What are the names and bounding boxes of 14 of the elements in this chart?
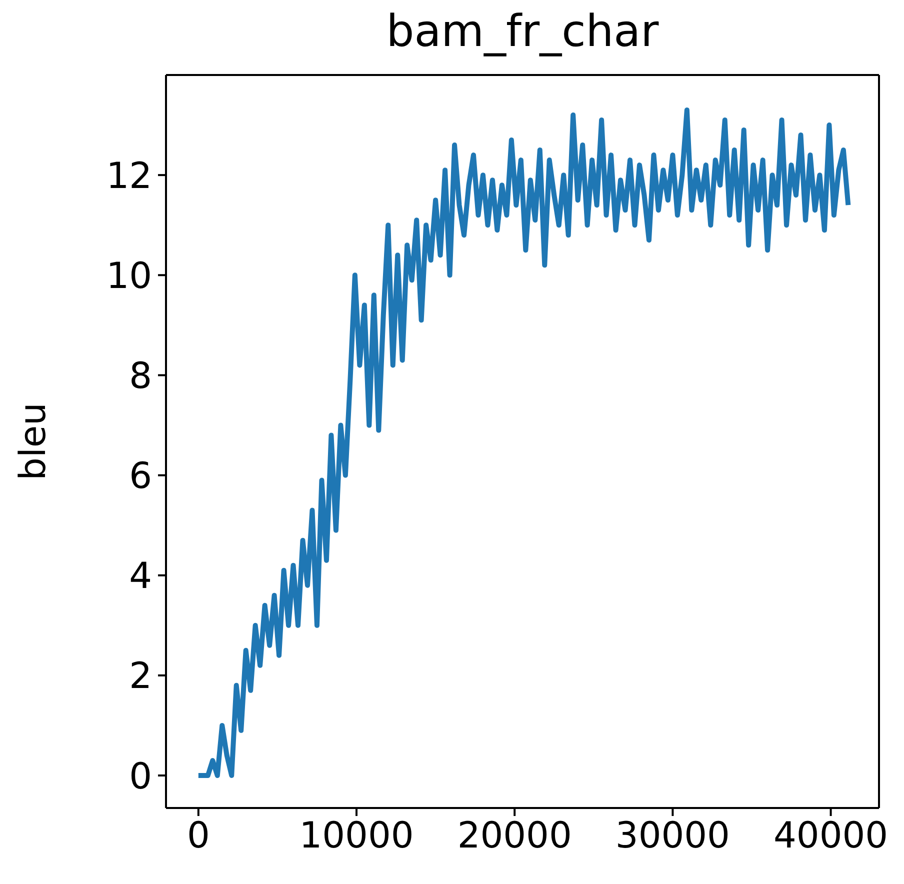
x-tick-label: 30000	[615, 816, 730, 857]
y-tick-label: 10	[106, 256, 152, 297]
x-tick-label: 10000	[299, 816, 414, 857]
y-tick-label: 6	[129, 456, 152, 498]
chart-title: bam_fr_char	[385, 6, 660, 57]
x-tick-label: 40000	[774, 816, 888, 857]
x-tick-label: 0	[186, 816, 210, 857]
y-tick-label: 12	[106, 156, 152, 197]
y-tick-label: 8	[129, 356, 152, 397]
y-tick-label: 4	[129, 556, 152, 598]
y-tick-label: 2	[129, 656, 152, 698]
y-tick-label: 0	[129, 756, 152, 798]
x-tick-label: 20000	[457, 816, 572, 857]
y-axis-title: bleu	[12, 402, 54, 480]
